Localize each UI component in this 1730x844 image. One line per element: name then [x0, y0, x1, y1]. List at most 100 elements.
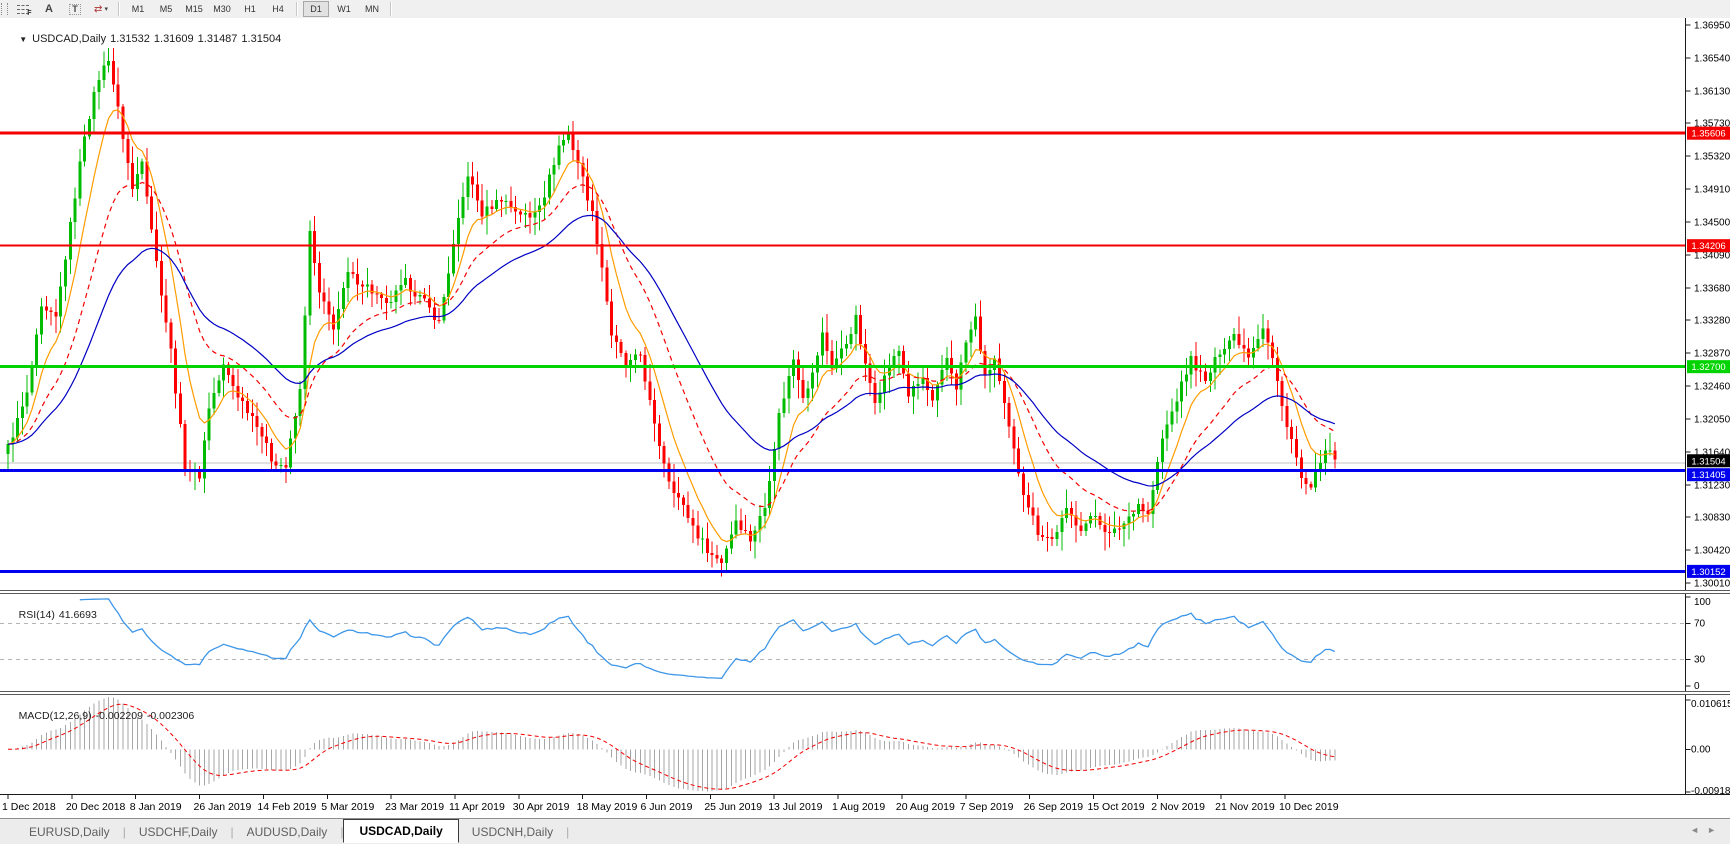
date-axis-label: 14 Feb 2019 — [257, 801, 316, 813]
price-axis-label: 1.35320 — [1694, 152, 1730, 163]
tab-scroll-left-icon[interactable]: ◄ — [1690, 825, 1708, 835]
date-axis-label: 10 Dec 2019 — [1279, 801, 1339, 813]
chart-title: ▼ USDCAD,Daily 1.31532 1.31609 1.31487 1.3150… — [7, 21, 281, 57]
textbox-tool-button[interactable]: T — [63, 1, 87, 17]
toolbar-separator — [118, 2, 120, 16]
date-axis-label: 26 Jan 2019 — [194, 801, 252, 813]
timeframe-m5[interactable]: M5 — [159, 4, 173, 14]
tab-usdcad-daily[interactable]: USDCAD,Daily — [343, 818, 459, 843]
price-axis-label: 1.33280 — [1694, 316, 1730, 327]
high-value: 1.31609 — [153, 33, 194, 45]
date-axis-label: 30 Apr 2019 — [513, 801, 570, 813]
current-price-tag — [1687, 454, 1730, 468]
svg-text:1.31504: 1.31504 — [1691, 456, 1725, 467]
rsi-axis-label: 70 — [1694, 619, 1706, 630]
chevron-down-icon[interactable]: ▾ — [104, 6, 108, 13]
date-axis-label: 23 Mar 2019 — [385, 801, 444, 813]
date-axis[interactable]: 1 Dec 2018 20 Dec 2018 8 Jan 2019 26 Jan 20… — [0, 794, 1730, 818]
date-axis-label: 1 Aug 2019 — [832, 801, 885, 813]
rsi-canvas[interactable]: 100 70 30 0 — [0, 594, 1730, 691]
main-chart-pane[interactable]: 1.36950 1.36540 1.36130 1.35730 1.35320 1.349… — [0, 18, 1730, 590]
tab-usdcnh-daily[interactable]: USDCNH,Daily — [471, 824, 554, 839]
date-axis-label: 1 Dec 2018 — [2, 801, 56, 813]
timeframe-mn[interactable]: MN — [365, 4, 379, 14]
rsi-line — [79, 598, 1336, 679]
macd-canvas[interactable]: 0.010615 0.00 -0.009181 — [0, 695, 1730, 794]
fast-ma-line — [7, 109, 1335, 543]
date-axis-canvas: 1 Dec 2018 20 Dec 2018 8 Jan 2019 26 Jan 20… — [2, 795, 1339, 813]
svg-text:1.32700: 1.32700 — [1691, 362, 1725, 373]
macd-axis-label: 0.010615 — [1691, 699, 1730, 710]
price-axis-label: 1.30830 — [1694, 512, 1730, 523]
low-value: 1.31487 — [197, 33, 238, 45]
macd-axis-label: 0.00 — [1691, 744, 1711, 755]
date-axis-label: 26 Sep 2019 — [1024, 801, 1084, 813]
price-axis-label: 1.31230 — [1694, 480, 1730, 491]
timeframe-m1[interactable]: M1 — [131, 4, 145, 14]
timeframe-m30[interactable]: M30 — [213, 4, 231, 14]
level-price-tag — [1687, 239, 1730, 253]
fibonacci-tool-button[interactable]: F — [11, 1, 35, 17]
price-axis-label: 1.32050 — [1694, 414, 1730, 425]
macd-histogram — [12, 697, 1336, 792]
mid-ma-line — [7, 181, 1336, 512]
tab-scroll-right-icon[interactable]: ► — [1707, 825, 1724, 835]
timeframe-d1[interactable]: D1 — [303, 1, 329, 17]
rsi-value: 41.6693 — [58, 609, 97, 621]
macd-signal-line — [8, 703, 1335, 790]
arrows-icon: ⇄ — [94, 3, 103, 15]
macd-label: MACD(12,26,9) -0.002209 -0.002306 — [7, 698, 195, 734]
arrows-tool-button[interactable]: ⇄ ▾ — [89, 1, 113, 17]
svg-text:1.34206: 1.34206 — [1691, 241, 1725, 252]
svg-text:1.35606: 1.35606 — [1691, 129, 1725, 140]
timeframe-m15[interactable]: M15 — [185, 4, 203, 14]
text-tool-button[interactable]: A — [37, 1, 61, 17]
timeframe-h1[interactable]: H1 — [244, 4, 256, 14]
main-chart-canvas[interactable]: 1.36950 1.36540 1.36130 1.35730 1.35320 1.349… — [0, 18, 1730, 590]
timeframe-w1[interactable]: W1 — [337, 4, 351, 14]
tab-usdchf-daily[interactable]: USDCHF,Daily — [138, 824, 218, 839]
price-axis-label: 1.35730 — [1694, 119, 1730, 130]
svg-text:1.31405: 1.31405 — [1691, 470, 1725, 481]
level-price-tag — [1687, 564, 1730, 578]
timeframe-h4[interactable]: H4 — [272, 4, 284, 14]
date-axis-label: 18 May 2019 — [577, 801, 638, 813]
rsi-axis-label: 100 — [1694, 597, 1711, 608]
date-axis-label: 13 Jul 2019 — [768, 801, 822, 813]
macd-axis-label: -0.009181 — [1691, 786, 1730, 794]
fibonacci-icon: F — [16, 3, 32, 17]
date-axis-label: 5 Mar 2019 — [321, 801, 374, 813]
rsi-label: RSI(14) 41.6693 — [7, 597, 97, 633]
toolbar: F A T ⇄ ▾ M1 M5 M15 M30 H1 H4 D1 W1 MN — [0, 0, 1730, 19]
price-axis-label: 1.36540 — [1694, 54, 1730, 65]
pane-separator[interactable] — [0, 590, 1730, 594]
tab-separator: | — [122, 824, 126, 839]
price-axis-label: 1.33680 — [1694, 283, 1730, 294]
price-axis-label: 1.36950 — [1694, 21, 1730, 32]
rsi-pane[interactable]: 100 70 30 0 RSI(14) 41.6693 — [0, 594, 1730, 691]
macd-indicator-name: MACD(12,26,9) — [18, 710, 92, 722]
level-price-tag — [1687, 468, 1730, 482]
date-axis-label: 11 Apr 2019 — [449, 801, 505, 813]
macd-signal-value: -0.002306 — [146, 710, 195, 722]
price-axis-label: 1.32460 — [1694, 381, 1730, 392]
price-axis-label: 1.34500 — [1694, 218, 1730, 229]
date-axis-label: 20 Dec 2018 — [66, 801, 126, 813]
text-a-icon: A — [45, 3, 53, 15]
date-axis-label: 2 Nov 2019 — [1151, 801, 1205, 813]
price-axis-label: 1.34910 — [1694, 185, 1730, 196]
date-axis-label: 15 Oct 2019 — [1087, 801, 1144, 813]
rsi-indicator-name: RSI(14) — [18, 609, 55, 621]
toolbar-grip[interactable] — [1, 3, 8, 15]
date-axis-label: 21 Nov 2019 — [1215, 801, 1275, 813]
symbol-label: USDCAD,Daily — [32, 33, 107, 45]
tab-separator: | — [230, 824, 234, 839]
tab-audusd-daily[interactable]: AUDUSD,Daily — [246, 824, 328, 839]
collapse-chart-icon[interactable]: ▼ — [19, 35, 28, 44]
date-axis-label: 8 Jan 2019 — [130, 801, 182, 813]
price-axis-label: 1.32870 — [1694, 349, 1730, 360]
close-value: 1.31504 — [241, 33, 282, 45]
tab-eurusd-daily[interactable]: EURUSD,Daily — [29, 824, 110, 839]
pane-separator[interactable] — [0, 691, 1730, 695]
